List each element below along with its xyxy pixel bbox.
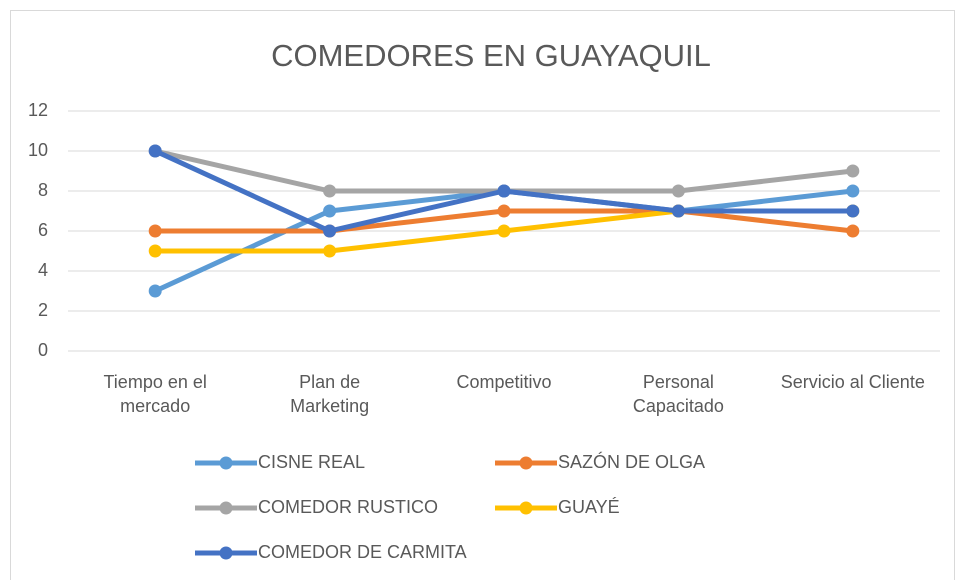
y-tick-label: 10 [28, 140, 48, 160]
legend-label: COMEDOR RUSTICO [258, 497, 438, 517]
x-tick-label: Tiempo en el mercado [103, 372, 207, 416]
data-point [148, 244, 162, 258]
data-point [497, 204, 511, 218]
chart-title: COMEDORES EN GUAYAQUIL [271, 38, 711, 73]
data-point [497, 224, 511, 238]
y-tick-label: 12 [28, 100, 48, 120]
legend-label: SAZÓN DE OLGA [558, 451, 705, 472]
x-tick-label: Competitivo [456, 372, 552, 392]
legend-marker [219, 546, 233, 560]
y-tick-label: 8 [38, 180, 48, 200]
data-point [671, 204, 685, 218]
legend-marker [519, 501, 533, 515]
y-tick-label: 2 [38, 300, 48, 320]
data-point [497, 184, 511, 198]
data-point [148, 224, 162, 238]
legend-label: GUAYÉ [558, 497, 620, 517]
legend-marker [219, 501, 233, 515]
legend-label: CISNE REAL [258, 452, 365, 472]
x-tick-label: Plan de Marketing [290, 372, 370, 416]
data-point [323, 184, 337, 198]
legend-marker [219, 456, 233, 470]
data-point [846, 164, 860, 178]
data-point [671, 184, 685, 198]
data-point [323, 244, 337, 258]
data-point [323, 224, 337, 238]
data-point [323, 204, 337, 218]
legend-marker [519, 456, 533, 470]
y-tick-label: 6 [38, 220, 48, 240]
y-tick-label: 4 [38, 260, 48, 280]
x-tick-label: Personal Capacitado [632, 372, 724, 416]
chart-frame [10, 10, 955, 580]
data-point [846, 204, 860, 218]
data-point [846, 184, 860, 198]
x-tick-label: Servicio al Cliente [780, 372, 925, 392]
data-point [846, 224, 860, 238]
legend-label: COMEDOR DE CARMITA [258, 542, 467, 562]
y-tick-label: 0 [38, 340, 48, 360]
data-point [148, 144, 162, 158]
data-point [148, 284, 162, 298]
